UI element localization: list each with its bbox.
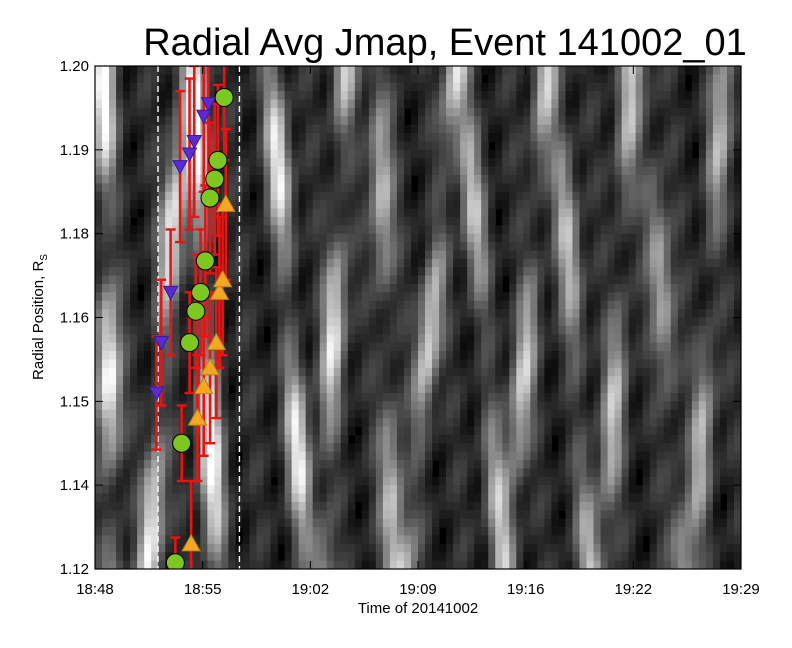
axis-ticks: 18:48 18:55 19:02 19:09 19:16 19:22 19:29 1.12 1… [60,58,760,598]
data-point-circle [205,169,225,189]
data-point-circle [180,333,200,353]
data-point-circle [208,150,228,170]
data-point-triangle-down [162,285,179,301]
data-point-circle [165,553,185,569]
data-point-triangle-up [209,282,230,300]
y-tick-label: 1.14 [60,477,89,494]
data-point-circle [191,282,211,302]
data-point-circle [172,433,192,453]
data-point-triangle-down [148,386,165,402]
data-point-triangle-down [172,160,188,175]
chart-title: Radial Avg Jmap, Event 141002_01 [143,22,747,64]
data-point-triangle-up [206,332,227,351]
y-tick-label: 1.12 [60,561,89,578]
data-point-triangle-up [215,194,236,212]
y-axis-label: Radial Position, RS [30,254,50,380]
data-point-triangle-up [193,376,214,395]
x-tick-label: 18:48 [76,581,114,598]
y-tick-label: 1.18 [60,226,89,243]
x-tick-label: 19:09 [399,581,437,598]
x-tick-label: 18:55 [184,581,222,598]
data-point-triangle-down [181,147,198,163]
x-tick-label: 19:02 [292,581,330,598]
data-point-triangle-up [181,533,201,552]
data-point-triangle-up [212,269,233,288]
data-point-circle [186,301,206,321]
data-point-triangle-down [186,134,203,150]
x-tick-label: 19:29 [722,581,760,598]
reference-lines [157,66,241,569]
data-point-circle [195,251,215,271]
data-point-triangle-up [187,408,208,426]
data-point-triangle-down [153,336,170,351]
y-tick-label: 1.20 [60,58,89,75]
x-tick-label: 19:22 [615,581,653,598]
data-markers [148,87,236,569]
y-tick-label: 1.16 [60,310,89,327]
y-tick-label: 1.15 [60,393,89,410]
data-point-circle [200,188,220,208]
data-point-triangle-down [200,97,217,112]
x-axis-label: Time of 20141002 [358,600,478,617]
data-point-triangle-up [200,357,220,376]
y-tick-label: 1.19 [60,142,89,159]
y-axis-label-main: Radial Position, R [30,261,47,380]
data-point-circle [214,87,234,107]
x-tick-label: 19:16 [507,581,545,598]
data-point-triangle-down [195,109,212,125]
y-axis-label-subscript: S [39,254,50,261]
